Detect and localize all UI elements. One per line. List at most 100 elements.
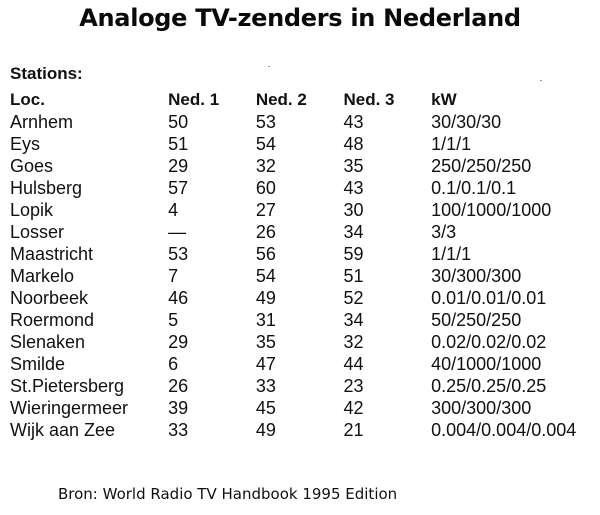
cell-kw: 1/1/1 xyxy=(431,134,472,154)
cell-ned1: 50 xyxy=(168,112,189,132)
table-row: Wijk aan Zee 33 49 21 0.004/0.004/0.004 xyxy=(8,419,600,441)
cell-ned2: 54 xyxy=(255,134,276,154)
cell-location: Hulsberg xyxy=(10,178,83,198)
page-title: Analoge TV-zenders in Nederland xyxy=(79,4,521,32)
column-header-kw: kW xyxy=(431,90,457,109)
scan-speck xyxy=(540,80,542,81)
table-header-row: Loc. Ned. 1 Ned. 2 Ned. 3 kW xyxy=(8,88,600,111)
table-row: Smilde 6 47 44 40/1000/1000 xyxy=(8,353,600,375)
cell-kw: 50/250/250 xyxy=(431,310,522,330)
column-header-ned2: Ned. 2 xyxy=(255,90,307,109)
cell-ned2: 32 xyxy=(255,156,276,176)
cell-ned2: 33 xyxy=(255,376,276,396)
cell-location: Wijk aan Zee xyxy=(10,420,116,440)
cell-kw: 0.1/0.1/0.1 xyxy=(431,178,517,198)
cell-location: Noorbeek xyxy=(10,288,89,308)
table-row: St.Pietersberg 26 33 23 0.25/0.25/0.25 xyxy=(8,375,600,397)
cell-kw: 1/1/1 xyxy=(431,244,472,264)
cell-ned3: 43 xyxy=(343,112,364,132)
stations-label: Stations: xyxy=(10,64,83,83)
cell-ned3: 23 xyxy=(343,376,364,396)
cell-ned1: 39 xyxy=(168,398,189,418)
table-row: Arnhem 50 53 43 30/30/30 xyxy=(8,111,600,133)
cell-ned2: 49 xyxy=(255,420,276,440)
cell-ned3: 42 xyxy=(343,398,364,418)
cell-kw: 40/1000/1000 xyxy=(431,354,542,374)
table-row: Wieringermeer 39 45 42 300/300/300 xyxy=(8,397,600,419)
cell-location: Lopik xyxy=(10,200,54,220)
cell-ned3: 30 xyxy=(343,200,364,220)
cell-ned3: 44 xyxy=(343,354,364,374)
cell-ned2: 47 xyxy=(255,354,276,374)
cell-kw: 0.01/0.01/0.01 xyxy=(431,288,547,308)
cell-ned1: 29 xyxy=(168,332,189,352)
cell-location: Losser xyxy=(10,222,65,242)
cell-ned2: 56 xyxy=(255,244,276,264)
stations-table: Loc. Ned. 1 Ned. 2 Ned. 3 kW Arnhem 50 53 4… xyxy=(8,88,600,441)
column-header-location: Loc. xyxy=(10,90,45,109)
cell-kw: 300/300/300 xyxy=(431,398,532,418)
table-row: Markelo 7 54 51 30/300/300 xyxy=(8,265,600,287)
cell-ned3: 34 xyxy=(343,222,364,242)
cell-ned1: 6 xyxy=(168,354,179,374)
cell-ned2: 31 xyxy=(255,310,276,330)
cell-ned3: 34 xyxy=(343,310,364,330)
cell-location: Arnhem xyxy=(10,112,74,132)
cell-ned3: 59 xyxy=(343,244,364,264)
cell-ned2: 27 xyxy=(255,200,276,220)
cell-kw: 0.25/0.25/0.25 xyxy=(431,376,547,396)
table-body: Arnhem 50 53 43 30/30/30 Eys 51 54 48 1/1/1 Goes 29… xyxy=(8,111,600,441)
cell-ned1: 33 xyxy=(168,420,189,440)
cell-ned3: 52 xyxy=(343,288,364,308)
cell-location: Slenaken xyxy=(10,332,86,352)
cell-location: Roermond xyxy=(10,310,95,330)
table-row: Noorbeek 46 49 52 0.01/0.01/0.01 xyxy=(8,287,600,309)
cell-ned3: 43 xyxy=(343,178,364,198)
cell-location: Maastricht xyxy=(10,244,94,264)
column-header-ned3: Ned. 3 xyxy=(343,90,395,109)
cell-location: Wieringermeer xyxy=(10,398,129,418)
table-row: Lopik 4 27 30 100/1000/1000 xyxy=(8,199,600,221)
table-row: Hulsberg 57 60 43 0.1/0.1/0.1 xyxy=(8,177,600,199)
cell-ned3: 21 xyxy=(343,420,364,440)
cell-ned1: 7 xyxy=(168,266,179,286)
cell-ned1: 51 xyxy=(168,134,189,154)
cell-ned2: 60 xyxy=(255,178,276,198)
cell-ned1: 4 xyxy=(168,200,179,220)
cell-ned3: 32 xyxy=(343,332,364,352)
cell-ned3: 51 xyxy=(343,266,364,286)
cell-ned1: 57 xyxy=(168,178,189,198)
cell-location: Eys xyxy=(10,134,41,154)
table-row: Slenaken 29 35 32 0.02/0.02/0.02 xyxy=(8,331,600,353)
cell-ned3: 35 xyxy=(343,156,364,176)
cell-location: Goes xyxy=(10,156,54,176)
cell-ned2: 35 xyxy=(255,332,276,352)
cell-ned2: 45 xyxy=(255,398,276,418)
cell-ned2: 26 xyxy=(255,222,276,242)
column-header-ned1: Ned. 1 xyxy=(168,90,220,109)
cell-ned1: 29 xyxy=(168,156,189,176)
cell-location: St.Pietersberg xyxy=(10,376,125,396)
scan-speck xyxy=(268,66,270,67)
table-row: Roermond 5 31 34 50/250/250 xyxy=(8,309,600,331)
cell-location: Markelo xyxy=(10,266,75,286)
cell-kw: 100/1000/1000 xyxy=(431,200,552,220)
cell-location: Smilde xyxy=(10,354,66,374)
cell-kw: 0.02/0.02/0.02 xyxy=(431,332,547,352)
cell-kw: 3/3 xyxy=(431,222,457,242)
cell-ned3: 48 xyxy=(343,134,364,154)
cell-ned1: 46 xyxy=(168,288,189,308)
cell-kw: 250/250/250 xyxy=(431,156,532,176)
source-note: Bron: World Radio TV Handbook 1995 Editi… xyxy=(58,485,398,503)
table-row: Goes 29 32 35 250/250/250 xyxy=(8,155,600,177)
cell-kw: 30/300/300 xyxy=(431,266,522,286)
cell-ned2: 53 xyxy=(255,112,276,132)
cell-ned1: 5 xyxy=(168,310,179,330)
cell-ned2: 54 xyxy=(255,266,276,286)
table-row: Losser — 26 34 3/3 xyxy=(8,221,600,243)
cell-ned1: — xyxy=(168,222,187,242)
cell-kw: 30/30/30 xyxy=(431,112,502,132)
table-row: Maastricht 53 56 59 1/1/1 xyxy=(8,243,600,265)
cell-ned1: 26 xyxy=(168,376,189,396)
cell-ned2: 49 xyxy=(255,288,276,308)
